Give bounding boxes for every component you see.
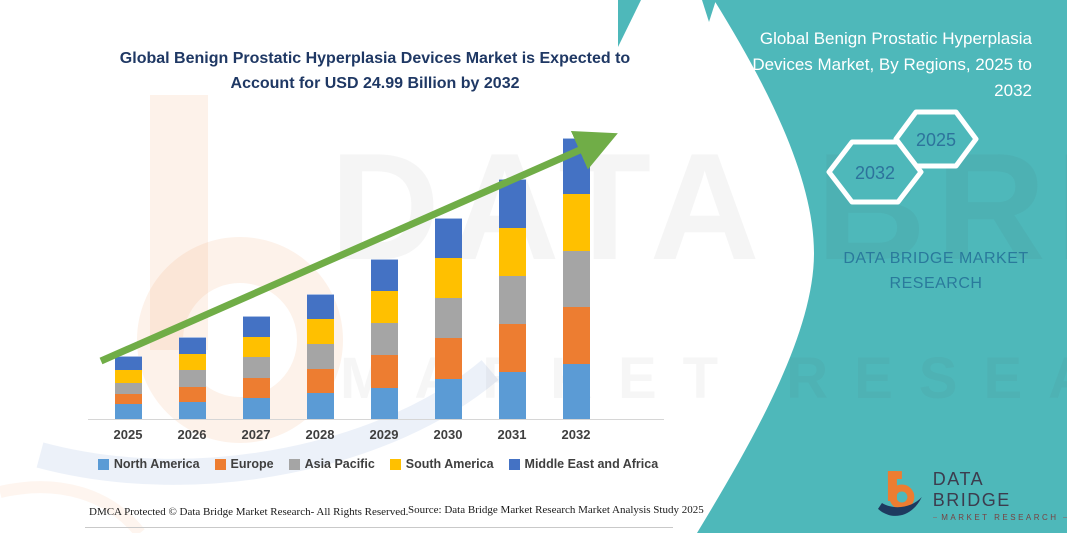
legend-item-south-america: South America xyxy=(389,457,494,471)
logo-name-text: DATA BRIDGE xyxy=(932,468,1011,510)
legend-item-asia-pacific: Asia Pacific xyxy=(288,457,375,471)
bar-segment-south-america xyxy=(562,193,590,252)
bar-segment-europe xyxy=(498,322,526,372)
bar-segment-south-america xyxy=(114,368,142,384)
bar-segment-south-america xyxy=(370,290,398,323)
legend-item-middle-east-and-africa: Middle East and Africa xyxy=(508,457,659,471)
bar-segment-south-america xyxy=(178,353,206,370)
bar-segment-asia-pacific xyxy=(306,343,334,369)
x-axis-label-2028: 2028 xyxy=(305,427,335,442)
bar-segment-south-america xyxy=(242,336,270,358)
stacked-bar-chart: 2025 2026 2027 2028 2029 2030 2031 2032 xyxy=(88,125,668,455)
bar-segment-asia-pacific xyxy=(242,356,270,378)
legend-label: Europe xyxy=(230,457,274,471)
legend-item-north-america: North America xyxy=(97,457,200,471)
x-axis-label-2030: 2030 xyxy=(433,427,463,442)
bar-segment-north-america xyxy=(306,393,334,419)
legend-swatch xyxy=(389,458,401,470)
bar-segment-north-america xyxy=(562,364,590,419)
bar-segment-middle-east-and-africa xyxy=(306,293,334,320)
legend-label: Asia Pacific xyxy=(304,457,375,471)
bar-segment-europe xyxy=(114,393,142,405)
bar-segment-north-america xyxy=(370,387,398,419)
x-axis-label-2029: 2029 xyxy=(369,427,399,442)
bar-segment-middle-east-and-africa xyxy=(498,178,526,228)
bar-segment-asia-pacific xyxy=(114,382,142,395)
bar-segment-south-america xyxy=(434,256,462,299)
bar-segment-north-america xyxy=(242,397,270,419)
bar-segment-middle-east-and-africa xyxy=(242,316,270,338)
x-axis-label-2026: 2026 xyxy=(177,427,207,442)
bar-segment-europe xyxy=(242,376,270,398)
logo-rule-right xyxy=(1062,516,1067,518)
bar-segment-middle-east-and-africa xyxy=(178,337,206,355)
legend-item-europe: Europe xyxy=(214,457,274,471)
legend-label: South America xyxy=(405,457,494,471)
hexagon-year-badges: 2025 2032 xyxy=(826,109,979,205)
bar-segment-south-america xyxy=(306,318,334,345)
footer-dmca-text: DMCA Protected © Data Bridge Market Rese… xyxy=(89,506,409,518)
legend-label: North America xyxy=(113,457,200,471)
bar-segment-europe xyxy=(434,337,462,379)
bar-segment-asia-pacific xyxy=(370,321,398,356)
hexagon-2025-label: 2025 xyxy=(916,130,956,150)
bar-segment-middle-east-and-africa xyxy=(114,356,142,370)
bar-segment-europe xyxy=(562,306,590,365)
hexagon-2032: 2032 xyxy=(826,139,924,205)
footer-divider-line xyxy=(85,527,673,528)
logo-rule-left xyxy=(932,516,938,518)
bar-segment-middle-east-and-africa xyxy=(434,217,462,258)
bar-segment-north-america xyxy=(114,404,142,419)
bar-segment-asia-pacific xyxy=(562,250,590,308)
brand-text: DATA BRIDGE MARKET RESEARCH xyxy=(843,250,1029,292)
x-axis-label-2027: 2027 xyxy=(241,427,271,442)
bar-segment-asia-pacific xyxy=(178,368,206,387)
bar-segment-europe xyxy=(178,385,206,403)
legend-swatch xyxy=(508,458,520,470)
bar-segment-europe xyxy=(306,367,334,394)
bar-segment-south-america xyxy=(498,226,526,276)
logo-subtitle-text: MARKET RESEARCH xyxy=(941,512,1059,522)
bar-segment-asia-pacific xyxy=(498,274,526,324)
x-axis-label-2031: 2031 xyxy=(497,427,527,442)
footer-source-text: Source: Data Bridge Market Research Mark… xyxy=(408,504,704,516)
legend-swatch xyxy=(97,458,109,470)
legend-swatch xyxy=(288,458,300,470)
x-axis-label-2025: 2025 xyxy=(113,427,143,442)
x-axis-line xyxy=(88,419,664,420)
x-axis-label-2032: 2032 xyxy=(561,427,591,442)
bar-segment-north-america xyxy=(178,402,206,419)
bar-segment-north-america xyxy=(434,378,462,419)
legend-swatch xyxy=(214,458,226,470)
hexagon-2032-label: 2032 xyxy=(855,163,895,183)
bar-segment-middle-east-and-africa xyxy=(562,138,590,195)
chart-title: Global Benign Prostatic Hyperplasia Devi… xyxy=(119,50,631,92)
logo-subtitle-row: MARKET RESEARCH xyxy=(932,512,1067,522)
data-bridge-logo-icon xyxy=(877,471,922,516)
bar-segment-europe xyxy=(370,354,398,388)
bar-segment-asia-pacific xyxy=(434,297,462,339)
data-bridge-logo: DATA BRIDGE MARKET RESEARCH xyxy=(876,468,1067,522)
right-panel-title: Global Benign Prostatic Hyperplasia Devi… xyxy=(752,29,1032,100)
chart-legend: North America Europe Asia Pacific South Ame… xyxy=(88,457,668,471)
bar-segment-north-america xyxy=(498,372,526,419)
bar-segment-middle-east-and-africa xyxy=(370,259,398,292)
legend-label: Middle East and Africa xyxy=(524,457,659,471)
